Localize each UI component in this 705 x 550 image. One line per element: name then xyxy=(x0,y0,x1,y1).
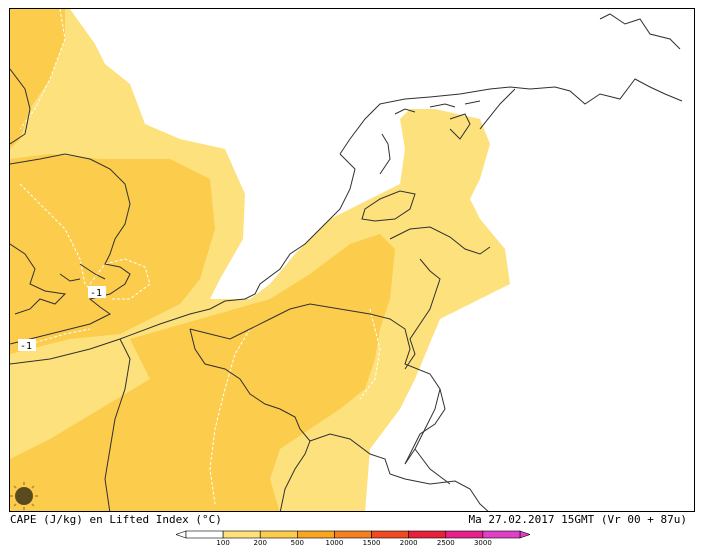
forecast-map: -1 -1 xyxy=(9,8,695,512)
coastlines xyxy=(10,13,683,511)
contour-label-1: -1 xyxy=(88,286,106,299)
legend-swatch xyxy=(408,530,447,539)
legend-swatch xyxy=(334,530,372,539)
legend-swatch xyxy=(185,530,224,539)
legend-arrow-low xyxy=(175,530,187,539)
legend-arrow-high xyxy=(519,530,531,539)
map-caption-valid-time: Ma 27.02.2017 15GMT (Vr 00 + 87u) xyxy=(468,513,687,526)
legend-tick-label: 2000 xyxy=(400,539,418,546)
legend-tick-label: 3000 xyxy=(474,539,492,546)
cape-light-area xyxy=(10,9,510,511)
legend-swatch xyxy=(482,530,521,539)
legend-tick-label: 1000 xyxy=(326,539,344,546)
sun-logo-icon xyxy=(10,482,38,510)
legend-swatch xyxy=(259,530,298,539)
cape-legend: 100 200 500 1000 1500 2000 2500 3000 xyxy=(175,529,531,547)
legend-swatch xyxy=(297,530,335,539)
legend-tick-label: 500 xyxy=(291,539,304,546)
map-caption-title: CAPE (J/kg) en Lifted Index (°C) xyxy=(10,513,222,526)
svg-text:-1: -1 xyxy=(20,341,32,352)
legend-swatch xyxy=(371,530,409,539)
legend-tick-label: 2500 xyxy=(437,539,455,546)
legend-swatch xyxy=(222,530,261,539)
legend-tick-label: 100 xyxy=(216,539,229,546)
contour-label-2: -1 xyxy=(18,339,36,352)
svg-text:-1: -1 xyxy=(90,288,102,299)
cape-medium-area xyxy=(10,9,395,511)
legend-swatch xyxy=(445,530,484,539)
legend-tick-label: 200 xyxy=(254,539,267,546)
legend-tick-label: 1500 xyxy=(363,539,381,546)
